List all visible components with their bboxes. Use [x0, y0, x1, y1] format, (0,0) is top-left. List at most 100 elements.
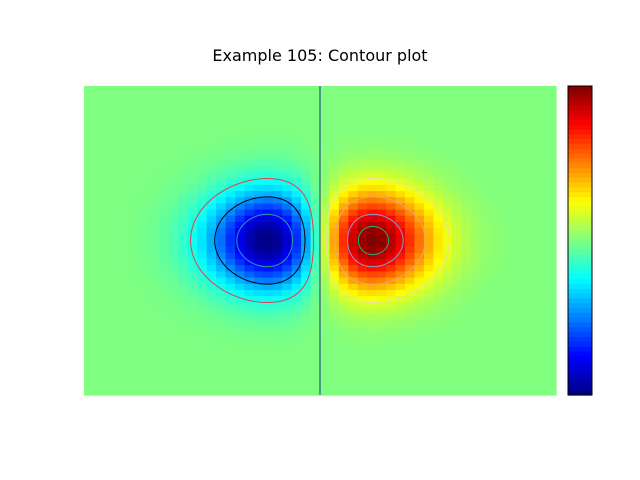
heatmap-cell: [489, 129, 500, 137]
heatmap-cell: [282, 141, 293, 149]
colorbar-segment: [568, 366, 592, 372]
heatmap-cell: [282, 283, 293, 291]
heatmap-cell: [414, 265, 425, 272]
heatmap-cell: [376, 265, 387, 272]
heatmap-cell: [131, 314, 142, 322]
heatmap-cell: [367, 197, 378, 205]
heatmap-cell: [253, 221, 264, 229]
heatmap-cell: [461, 351, 472, 359]
heatmap-cell: [150, 296, 161, 303]
heatmap-cell: [168, 234, 179, 242]
heatmap-cell: [471, 123, 482, 130]
heatmap-cell: [150, 265, 161, 272]
heatmap-cell: [329, 351, 340, 359]
heatmap-cell: [546, 92, 557, 99]
heatmap-cell: [121, 240, 132, 248]
heatmap-cell: [84, 221, 95, 229]
heatmap-cell: [489, 228, 500, 235]
heatmap-cell: [112, 271, 123, 279]
heatmap-cell: [320, 351, 331, 359]
heatmap-cell: [235, 265, 246, 272]
heatmap-cell: [301, 129, 312, 137]
heatmap-cell: [320, 339, 331, 347]
heatmap-cell: [367, 252, 378, 260]
heatmap-cell: [386, 160, 397, 167]
heatmap-cell: [84, 376, 95, 384]
heatmap-cell: [121, 178, 132, 186]
heatmap-cell: [310, 296, 321, 303]
heatmap-cell: [461, 129, 472, 137]
heatmap-cell: [216, 116, 227, 124]
heatmap-cell: [206, 259, 217, 266]
heatmap-cell: [102, 289, 113, 297]
heatmap-cell: [102, 166, 113, 174]
heatmap-cell: [102, 240, 113, 248]
heatmap-cell: [150, 172, 161, 180]
heatmap-cell: [386, 123, 397, 130]
heatmap-cell: [471, 178, 482, 186]
heatmap-cell: [253, 364, 264, 371]
heatmap-cell: [84, 86, 95, 93]
heatmap-cell: [272, 320, 283, 328]
heatmap-cell: [348, 209, 359, 217]
heatmap-cell: [131, 172, 142, 180]
heatmap-cell: [395, 327, 406, 334]
heatmap-cell: [357, 252, 368, 260]
heatmap-cell: [338, 388, 349, 396]
heatmap-cell: [121, 228, 132, 235]
heatmap-cell: [423, 283, 434, 291]
heatmap-cell: [508, 209, 519, 217]
heatmap-cell: [178, 147, 189, 155]
heatmap-cell: [291, 104, 302, 112]
heatmap-cell: [404, 172, 415, 180]
heatmap-cell: [338, 320, 349, 328]
heatmap-cell: [282, 271, 293, 279]
heatmap-cell: [518, 228, 529, 235]
heatmap-cell: [197, 314, 208, 322]
heatmap-cell: [225, 351, 236, 359]
heatmap-cell: [168, 116, 179, 124]
heatmap-cell: [131, 160, 142, 167]
heatmap-cell: [301, 178, 312, 186]
heatmap-cell: [423, 240, 434, 248]
heatmap-cell: [178, 240, 189, 248]
heatmap-cell: [102, 129, 113, 137]
heatmap-cell: [197, 110, 208, 118]
heatmap-cell: [367, 172, 378, 180]
heatmap-cell: [225, 86, 236, 93]
heatmap-cell: [178, 351, 189, 359]
heatmap-cell: [461, 289, 472, 297]
heatmap-cell: [310, 141, 321, 149]
heatmap-cell: [452, 147, 463, 155]
heatmap-cell: [414, 209, 425, 217]
heatmap-cell: [338, 160, 349, 167]
heatmap-cell: [433, 327, 444, 334]
heatmap-cell: [168, 252, 179, 260]
heatmap-cell: [187, 104, 198, 112]
heatmap-cell: [461, 364, 472, 371]
heatmap-cell: [452, 357, 463, 365]
heatmap-cell: [499, 110, 510, 118]
heatmap-cell: [414, 141, 425, 149]
heatmap-cell: [93, 283, 104, 291]
heatmap-cell: [442, 141, 453, 149]
heatmap-cell: [216, 339, 227, 347]
heatmap-cell: [357, 364, 368, 371]
heatmap-cell: [121, 364, 132, 371]
heatmap-cell: [159, 209, 170, 217]
heatmap-cell: [187, 215, 198, 223]
heatmap-cell: [433, 221, 444, 229]
heatmap-cell: [263, 252, 274, 260]
heatmap-cell: [168, 327, 179, 334]
heatmap-cell: [178, 141, 189, 149]
heatmap-cell: [508, 166, 519, 174]
heatmap-cell: [225, 308, 236, 316]
heatmap-cell: [518, 129, 529, 137]
heatmap-cell: [433, 265, 444, 272]
heatmap-cell: [404, 166, 415, 174]
heatmap-cell: [489, 283, 500, 291]
heatmap-cell: [291, 228, 302, 235]
heatmap-cell: [291, 370, 302, 378]
heatmap-cell: [272, 228, 283, 235]
heatmap-cell: [187, 265, 198, 272]
